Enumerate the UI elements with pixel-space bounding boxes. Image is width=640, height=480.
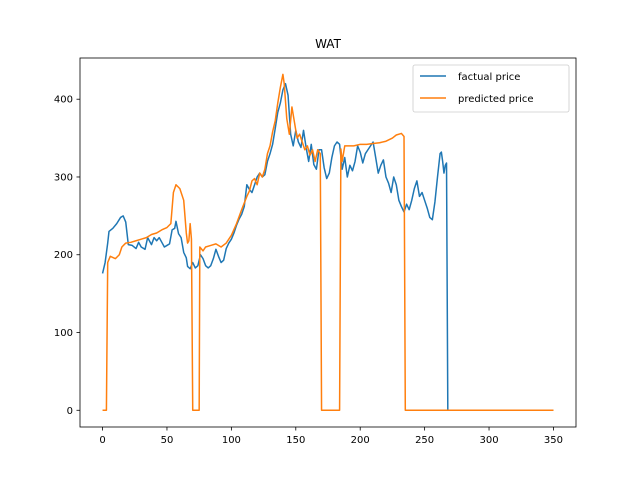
x-tick-label: 150	[286, 435, 305, 446]
x-axis: 0 50 100 150 200 250 300 350	[99, 427, 563, 446]
x-tick-label: 50	[161, 435, 174, 446]
series-line-factual-price	[101, 82, 554, 412]
plot-area-frame	[79, 57, 577, 428]
legend-box	[412, 64, 570, 113]
chart-title: WAT	[315, 37, 341, 51]
series-layer	[101, 73, 554, 412]
x-tick-label: 0	[99, 435, 105, 446]
x-tick-label: 350	[544, 435, 563, 446]
x-tick-label: 100	[222, 435, 241, 446]
y-tick-label: 400	[54, 95, 73, 106]
legend-label-factual: factual price	[458, 72, 520, 83]
legend: factual price predicted price	[412, 64, 570, 113]
x-tick-label: 300	[479, 435, 498, 446]
y-axis: 0 100 200 300 400	[54, 95, 80, 417]
y-tick-label: 300	[54, 172, 73, 183]
y-tick-label: 200	[54, 250, 73, 261]
y-tick-label: 0	[67, 406, 73, 417]
x-tick-label: 200	[351, 435, 370, 446]
x-tick-label: 250	[415, 435, 434, 446]
series-line-predicted-price	[102, 73, 554, 412]
legend-label-predicted: predicted price	[458, 94, 534, 105]
y-tick-label: 100	[54, 328, 73, 339]
